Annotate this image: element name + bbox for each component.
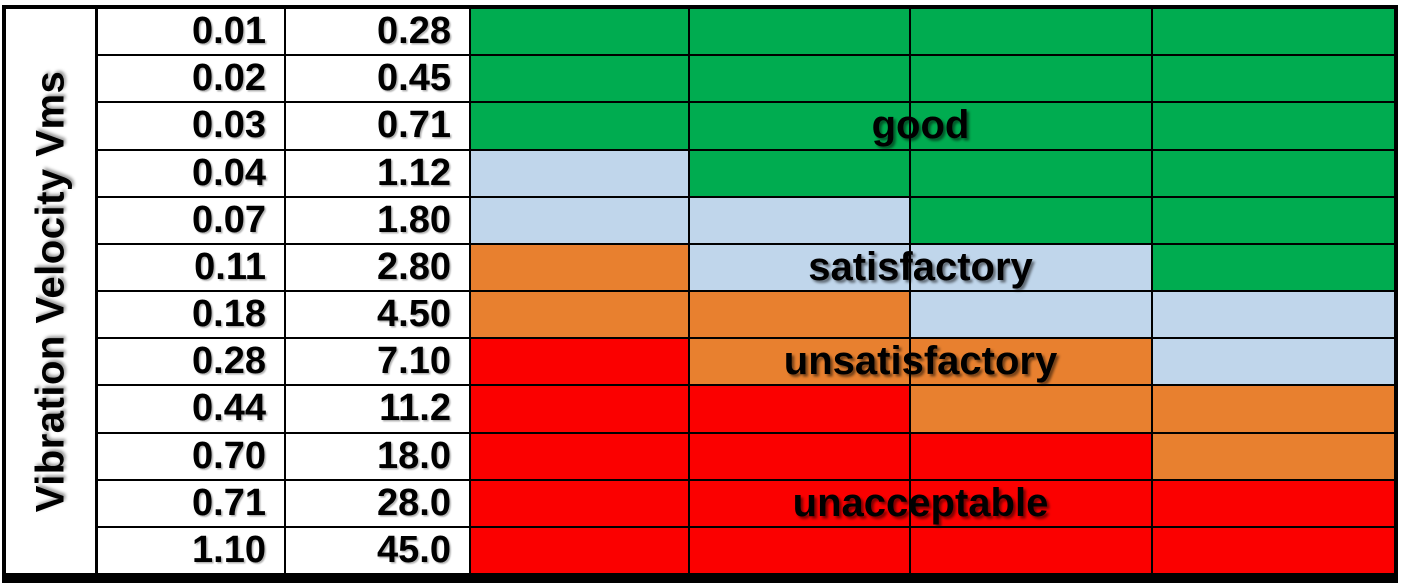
zone-cell-good	[910, 8, 1152, 56]
zone-cell-good	[910, 196, 1152, 244]
velocity-in-s-cell: 0.18	[97, 291, 285, 339]
velocity-mm-s-cell: 18.0	[285, 432, 470, 480]
velocity-mm-s-cell: 0.71	[285, 102, 470, 150]
zone-cell-satisfactory	[910, 291, 1152, 339]
velocity-in-s-cell: 1.10	[97, 526, 285, 574]
zone-cell-satisfactory	[1152, 338, 1395, 386]
zone-cell-unsatisfactory	[689, 338, 910, 386]
velocity-mm-s-cell: 11.2	[285, 385, 470, 433]
zone-cell-unacceptable	[689, 479, 910, 527]
velocity-in-s-cell: 0.02	[97, 55, 285, 103]
zone-cell-good	[1152, 149, 1395, 197]
zone-cell-unacceptable	[689, 526, 910, 574]
zone-cell-good	[910, 102, 1152, 150]
zone-cell-good	[689, 149, 910, 197]
zone-cell-good	[910, 55, 1152, 103]
zone-cell-unsatisfactory	[1152, 432, 1395, 480]
zone-cell-good	[1152, 55, 1395, 103]
zone-cell-unacceptable	[910, 432, 1152, 480]
zone-cell-good	[1152, 102, 1395, 150]
velocity-in-s-cell: 0.03	[97, 102, 285, 150]
zone-cell-satisfactory	[470, 196, 689, 244]
zone-cell-satisfactory	[689, 196, 910, 244]
y-axis-label-cell: Vibration Velocity Vms	[5, 8, 97, 574]
zone-cell-unacceptable	[1152, 526, 1395, 574]
severity-grid: Vibration Velocity Vms good satisfactory…	[2, 5, 1398, 583]
zone-cell-good	[689, 55, 910, 103]
zone-cell-good	[910, 149, 1152, 197]
velocity-in-s-cell: 0.11	[97, 243, 285, 291]
zone-cell-unacceptable	[470, 479, 689, 527]
velocity-in-s-cell: 0.71	[97, 479, 285, 527]
zone-cell-unsatisfactory	[910, 338, 1152, 386]
velocity-in-s-cell: 0.28	[97, 338, 285, 386]
zone-cell-unacceptable	[470, 338, 689, 386]
zone-cell-unsatisfactory	[1152, 385, 1395, 433]
velocity-in-s-cell: 0.44	[97, 385, 285, 433]
velocity-mm-s-cell: 2.80	[285, 243, 470, 291]
zone-cell-unsatisfactory	[470, 243, 689, 291]
velocity-mm-s-cell: 45.0	[285, 526, 470, 574]
velocity-mm-s-cell: 0.45	[285, 55, 470, 103]
velocity-mm-s-cell: 1.12	[285, 149, 470, 197]
velocity-mm-s-cell: 7.10	[285, 338, 470, 386]
zone-cell-satisfactory	[689, 243, 910, 291]
zone-cell-unsatisfactory	[910, 385, 1152, 433]
zone-cell-unacceptable	[470, 526, 689, 574]
zone-cell-unacceptable	[470, 385, 689, 433]
zone-cell-good	[689, 102, 910, 150]
zone-cell-satisfactory	[910, 243, 1152, 291]
y-axis-label: Vibration Velocity Vms	[28, 70, 72, 512]
zone-cell-good	[470, 8, 689, 56]
zone-cell-good	[470, 102, 689, 150]
zone-cell-good	[1152, 8, 1395, 56]
velocity-in-s-cell: 0.04	[97, 149, 285, 197]
zone-cell-unacceptable	[1152, 479, 1395, 527]
zone-cell-unsatisfactory	[470, 291, 689, 339]
velocity-in-s-cell: 0.01	[97, 8, 285, 56]
velocity-mm-s-cell: 1.80	[285, 196, 470, 244]
velocity-in-s-cell: 0.07	[97, 196, 285, 244]
zone-cell-good	[1152, 196, 1395, 244]
zone-cell-unacceptable	[689, 385, 910, 433]
velocity-mm-s-cell: 28.0	[285, 479, 470, 527]
zone-cell-good	[1152, 243, 1395, 291]
zone-cell-unsatisfactory	[689, 291, 910, 339]
zone-cell-good	[470, 55, 689, 103]
zone-cell-satisfactory	[1152, 291, 1395, 339]
zone-cell-unacceptable	[910, 526, 1152, 574]
zone-cell-unacceptable	[910, 479, 1152, 527]
zone-cell-good	[689, 8, 910, 56]
zone-cell-unacceptable	[689, 432, 910, 480]
zone-cell-satisfactory	[470, 149, 689, 197]
velocity-in-s-cell: 0.70	[97, 432, 285, 480]
velocity-mm-s-cell: 4.50	[285, 291, 470, 339]
velocity-mm-s-cell: 0.28	[285, 8, 470, 56]
zone-cell-unacceptable	[470, 432, 689, 480]
